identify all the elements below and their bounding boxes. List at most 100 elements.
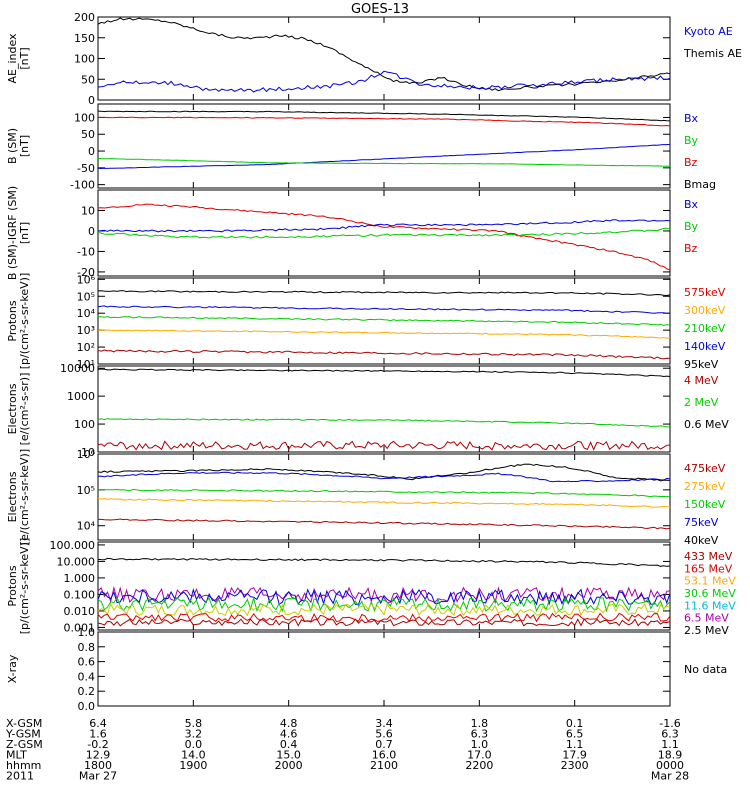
ephemeris-value: 1900 <box>179 759 207 772</box>
y-axis-label: Protons <box>6 565 19 606</box>
ephemeris-value: 4.6 <box>280 728 298 741</box>
series-line-bx <box>97 143 671 170</box>
series-line-40kev <box>97 463 671 482</box>
ephemeris-value: 6.3 <box>471 728 489 741</box>
y-tick-label: 100 <box>74 53 95 66</box>
series-line-95kev <box>97 290 671 297</box>
y-axis-label: [p/(cm²-s-sr-keV)] <box>18 273 31 370</box>
y-axis-label: [p/(cm²-s-sr-keV)] <box>18 538 31 635</box>
ephemeris-value: 2300 <box>561 759 589 772</box>
y-tick-label: 10⁴ <box>77 520 96 533</box>
chart-title: GOES-13 <box>351 2 409 17</box>
ephemeris-value: 1.1 <box>566 738 584 751</box>
ephemeris-row-label: MLT <box>6 749 27 762</box>
ephemeris-value: 6.3 <box>661 728 679 741</box>
panel-1: -100 -50 0 50 100 B (SM) [nT] Bx By Bz Bmag <box>6 103 716 192</box>
legend-entry: 140keV <box>684 340 726 353</box>
y-tick-label: 150 <box>74 32 95 45</box>
series-line-bz <box>97 116 671 127</box>
ephemeris-value: 16.0 <box>372 749 397 762</box>
series-line-bmag <box>97 110 671 122</box>
y-axis-label: [nT] <box>18 222 31 244</box>
ephemeris-value: 18.9 <box>658 749 683 762</box>
ephemeris-value: 14.0 <box>181 749 206 762</box>
panel-6: 0.001 0.010 0.100 1.000 10.000 100.000 Protons… <box>6 538 736 637</box>
series-line-2-mev <box>97 418 671 428</box>
ephemeris-row-label: X-GSM <box>6 717 42 730</box>
y-tick-label: 0.100 <box>64 588 96 601</box>
panel-frame <box>97 541 671 631</box>
y-tick-label: 0.6 <box>78 656 96 669</box>
y-tick-label: 10⁶ <box>77 273 96 286</box>
y-tick-label: 50 <box>81 73 95 86</box>
legend-entry: 210keV <box>684 322 726 335</box>
panel-frame <box>97 16 671 101</box>
panel-frame <box>97 103 671 189</box>
legend-entry: Kyoto AE <box>684 25 733 38</box>
y-tick-label: 100 <box>74 418 95 431</box>
legend-entry: 165 MeV <box>684 562 733 575</box>
ephemeris-value: 5.6 <box>375 728 393 741</box>
y-axis-label: Electrons <box>6 471 19 522</box>
y-tick-label: -10 <box>77 245 95 258</box>
y-axis-label: X-ray <box>6 654 19 683</box>
series-line-themis-ae <box>97 17 671 92</box>
ephemeris-value: 1.1 <box>661 738 679 751</box>
series-line-475kev <box>98 518 671 530</box>
series-line-30-6-mev <box>97 596 671 613</box>
series-line-300kev <box>97 329 671 339</box>
ephemeris-row-label: Y-GSM <box>5 728 41 741</box>
series-line-75kev <box>97 471 671 483</box>
series-line-275kev <box>97 498 671 508</box>
series-line-2-5-mev <box>97 557 671 567</box>
panel-3: 10¹ 10² 10³ 10⁴ 10⁵ 10⁶ Protons [p/(cm²-s-sr-ke… <box>6 273 726 371</box>
ephemeris-value: 6.5 <box>566 728 584 741</box>
ephemeris-value: 0.4 <box>280 738 298 751</box>
ephemeris-value: 17.9 <box>562 749 587 762</box>
ephemeris-value: 1.0 <box>471 738 489 751</box>
ephemeris-value: Mar 27 <box>79 770 117 783</box>
legend-entry: By <box>684 220 699 233</box>
series-line-210kev <box>97 315 671 326</box>
legend-entry: 30.6 MeV <box>684 587 736 600</box>
legend-entry: 300keV <box>684 304 726 317</box>
ephemeris-value: 0.1 <box>566 717 584 730</box>
ephemeris-value: 4.8 <box>280 717 298 730</box>
panel-2: -20 -10 0 10 B (SM)-IGRF (SM) [nT] Bx By Bz <box>6 186 699 280</box>
y-tick-label: 10⁴ <box>77 307 96 320</box>
ephemeris-value: 1.8 <box>471 717 489 730</box>
y-tick-label: 10³ <box>77 324 95 337</box>
legend-entry: Bx <box>684 112 699 125</box>
panel-5: 10⁴ 10⁵ 10⁶ Electrons [e/(cm²-s-sr-keV)] 475k… <box>6 448 726 547</box>
series-line-140kev <box>97 305 670 314</box>
legend-entry: 2 MeV <box>684 396 719 409</box>
ephemeris-value: 2200 <box>465 759 493 772</box>
y-tick-label: 0 <box>88 94 95 107</box>
y-tick-label: 0 <box>88 145 95 158</box>
series-line-bz <box>97 203 671 271</box>
legend-entry: 2.5 MeV <box>684 624 729 637</box>
ephemeris-value: 2100 <box>370 759 398 772</box>
ephemeris-value: -0.2 <box>87 738 108 751</box>
legend-entry: 150keV <box>684 498 726 511</box>
legend-entry: 11.6 MeV <box>684 599 736 612</box>
legend-entry: 475keV <box>684 462 726 475</box>
ephemeris-value: 3.2 <box>185 728 203 741</box>
series-line-0-6-mev <box>97 368 671 378</box>
y-tick-label: 0.2 <box>78 685 96 698</box>
ephemeris-value: 5.8 <box>185 717 203 730</box>
y-tick-label: -50 <box>77 162 95 175</box>
series-line-by <box>97 227 671 239</box>
legend-entry: 275keV <box>684 480 726 493</box>
panel-4: 10 100 1000 10000 Electrons [e/(cm²-s-sr)] 4 M… <box>6 362 729 459</box>
legend-entry: 40keV <box>684 534 719 547</box>
y-tick-label: 100.000 <box>50 539 96 552</box>
series-line-575kev <box>97 349 671 360</box>
series-line-433-mev <box>97 618 671 627</box>
y-tick-label: 0.8 <box>78 641 96 654</box>
ephemeris-row-label: hhmm <box>6 759 41 772</box>
ephemeris-value: 1.6 <box>89 728 107 741</box>
y-axis-label: AE_index <box>6 33 19 84</box>
ephemeris-value: 6.4 <box>89 717 107 730</box>
ephemeris-value: Mar 28 <box>651 770 689 783</box>
